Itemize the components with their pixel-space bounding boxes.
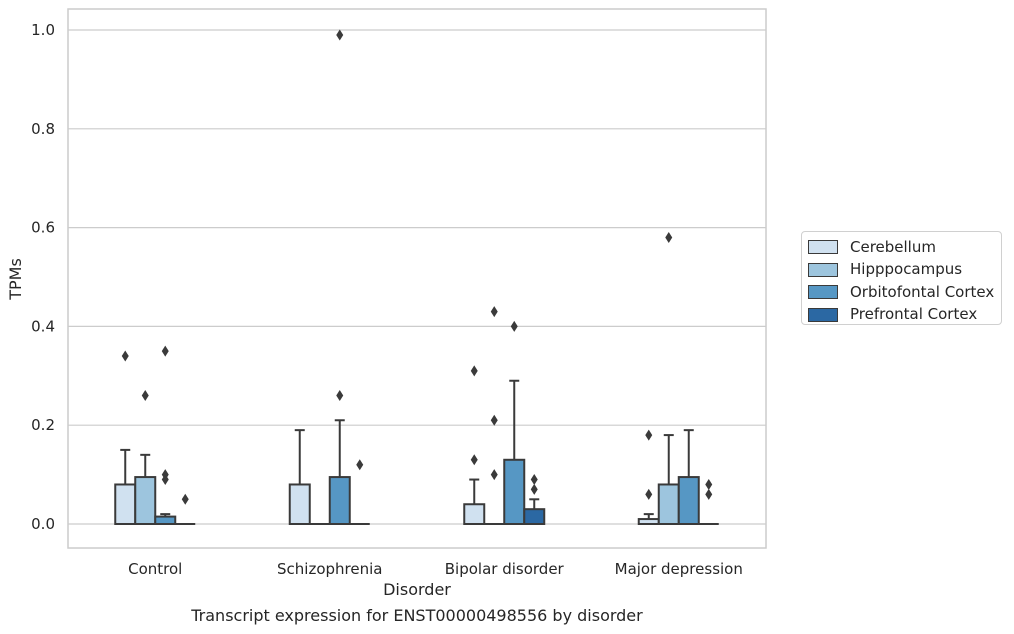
outlier-point: [665, 231, 673, 243]
legend-label: Orbitofontal Cortex: [850, 282, 995, 301]
legend-label: Prefrontal Cortex: [850, 305, 978, 324]
series-hipppocampus: [134, 231, 680, 526]
x-tick-label: Major depression: [615, 560, 743, 578]
y-tick-label: 0.6: [31, 219, 55, 237]
legend-swatch: [808, 262, 838, 277]
outlier-point: [181, 493, 189, 505]
outlier-point: [141, 390, 149, 402]
chart-legend: Cerebellum Hipppocampus Orbitofontal Corte…: [801, 231, 1002, 325]
plot-frame: [67, 8, 767, 549]
box: [114, 350, 137, 526]
outlier-point: [705, 478, 713, 490]
legend-item: Prefrontal Cortex: [808, 304, 1001, 327]
box: [677, 429, 700, 526]
x-axis-ticks: Control Schizophrenia Bipolar disorder Majo…: [128, 560, 743, 578]
outlier-point: [121, 350, 129, 362]
y-tick-label: 0.4: [31, 317, 55, 335]
box: [637, 429, 660, 525]
outlier-point: [705, 488, 713, 500]
legend-swatch: [808, 307, 838, 322]
box: [657, 231, 680, 526]
box-body: [677, 476, 700, 526]
box-body: [114, 483, 137, 526]
box-body: [503, 458, 526, 525]
box-body: [134, 476, 157, 526]
box: [463, 365, 486, 525]
x-axis-title: Disorder: [383, 580, 451, 599]
figure-caption: Transcript expression for ENST0000049855…: [191, 606, 643, 625]
legend-item: Orbitofontal Cortex: [808, 281, 1001, 304]
outlier-point: [530, 483, 538, 495]
outlier-point: [530, 474, 538, 486]
box: [288, 429, 311, 526]
box: [484, 306, 505, 525]
grid-lines: [68, 29, 766, 525]
outlier-point: [490, 306, 498, 318]
box-body: [288, 483, 311, 526]
legend-swatch: [808, 240, 838, 255]
y-tick-label: 0.0: [31, 515, 55, 533]
outlier-point: [470, 365, 478, 377]
outlier-point: [470, 454, 478, 466]
box: [134, 390, 157, 526]
legend-swatch: [808, 285, 838, 300]
box: [503, 320, 526, 525]
legend-label: Cerebellum: [850, 237, 936, 256]
x-tick-label: Control: [128, 560, 182, 578]
box-body: [154, 515, 177, 526]
legend-label: Hipppocampus: [850, 260, 963, 279]
outlier-point: [356, 459, 364, 471]
outlier-point: [645, 488, 653, 500]
outlier-point: [510, 320, 518, 332]
y-tick-label: 1.0: [31, 21, 55, 39]
x-tick-label: Schizophrenia: [277, 560, 382, 578]
box: [698, 478, 719, 525]
box: [175, 493, 196, 525]
outlier-point: [645, 429, 653, 441]
outlier-point: [161, 469, 169, 481]
box-body: [328, 476, 351, 526]
legend-item: Cerebellum: [808, 236, 1001, 259]
x-tick-label: Bipolar disorder: [445, 560, 565, 578]
boxes: [114, 29, 719, 526]
outlier-point: [336, 390, 344, 402]
box-body: [463, 503, 486, 525]
box: [154, 345, 177, 526]
box: [349, 459, 370, 525]
y-tick-label: 0.2: [31, 416, 55, 434]
outlier-point: [161, 345, 169, 357]
series-orbitofontal-cortex: [154, 29, 700, 526]
box-body: [657, 483, 680, 526]
outlier-point: [336, 29, 344, 41]
y-tick-label: 0.8: [31, 120, 55, 138]
box-body: [523, 508, 546, 525]
box: [328, 29, 351, 526]
y-axis-title: TPMs: [6, 258, 25, 301]
outlier-point: [490, 414, 498, 426]
series-cerebellum: [114, 350, 660, 526]
outlier-point: [490, 469, 498, 481]
box: [523, 474, 546, 525]
legend-item: Hipppocampus: [808, 259, 1001, 282]
y-axis-ticks: 0.0 0.2 0.4 0.6 0.8 1.0: [31, 21, 55, 533]
series-prefrontal-cortex: [175, 459, 719, 525]
